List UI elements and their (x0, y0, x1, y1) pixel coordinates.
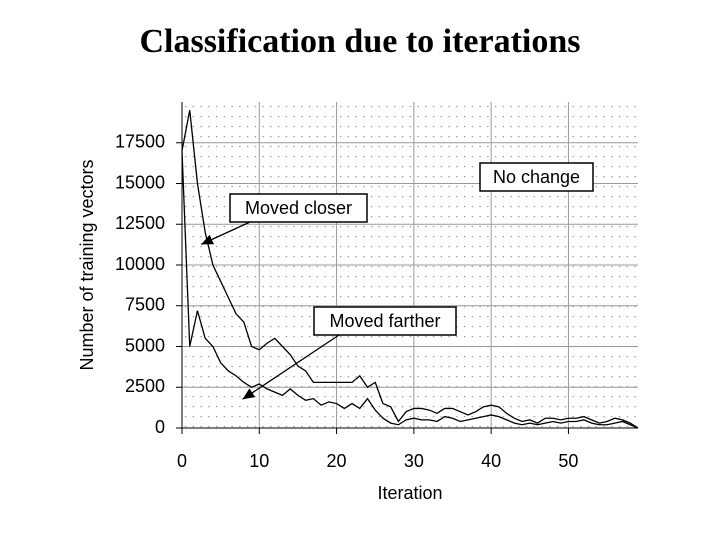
y-tick-label: 0 (155, 417, 165, 437)
y-tick-label: 17500 (115, 132, 165, 152)
y-tick-label: 12500 (115, 213, 165, 233)
y-tick-label: 10000 (115, 254, 165, 274)
legend-arrow (242, 334, 340, 400)
annotation-box (479, 162, 594, 192)
x-tick-label: 40 (481, 451, 501, 471)
y-tick-label: 15000 (115, 172, 165, 192)
data-line (181, 110, 639, 429)
annotation: No change (493, 167, 580, 187)
legend-label-box (313, 306, 457, 336)
x-tick-label: 10 (249, 451, 269, 471)
x-tick-label: 50 (558, 451, 578, 471)
x-tick-label: 30 (404, 451, 424, 471)
legend-label: Moved farther (329, 311, 440, 331)
data-line (181, 150, 639, 429)
x-axis-label: Iteration (377, 483, 442, 503)
chart-title: Classification due to iterations (139, 23, 580, 60)
y-axis-label: Number of training vectors (77, 159, 97, 370)
legend-label-box (229, 193, 368, 223)
y-tick-label: 5000 (125, 335, 165, 355)
y-tick-label: 7500 (125, 295, 165, 315)
legend-label: Moved closer (245, 198, 352, 218)
legend-arrow (200, 221, 251, 245)
x-tick-label: 20 (327, 451, 347, 471)
y-tick-label: 2500 (125, 376, 165, 396)
x-tick-label: 0 (177, 451, 187, 471)
